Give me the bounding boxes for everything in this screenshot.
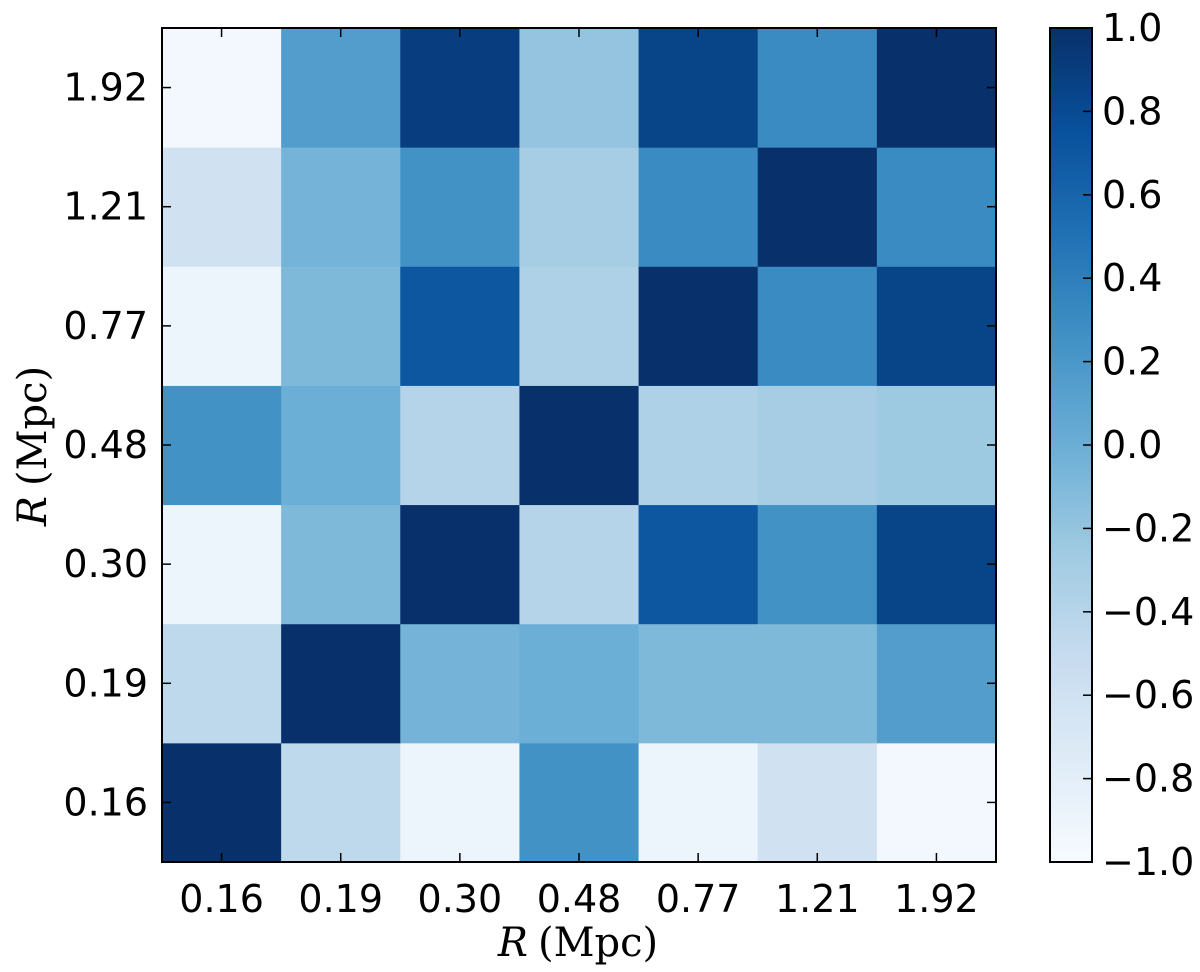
heatmap-cell <box>876 504 997 625</box>
x-axis-label-symbol: R <box>497 920 528 966</box>
y-tick-labels: 0.16 0.19 0.30 0.48 0.77 1.21 1.92 <box>63 66 148 825</box>
x-tick-label: 0.48 <box>537 877 622 921</box>
heatmap-cell <box>400 147 520 267</box>
colorbar-tick-label: −1.0 <box>1102 840 1194 884</box>
x-tick-labels: 0.16 0.19 0.30 0.48 0.77 1.21 1.92 <box>179 877 978 921</box>
heatmap-cell <box>162 385 282 506</box>
heatmap-cell <box>281 266 401 386</box>
heatmap-cell <box>757 147 878 267</box>
heatmap-cell <box>281 28 401 148</box>
heatmap-cell <box>162 742 282 863</box>
heatmap-cell <box>400 28 520 148</box>
colorbar-ticks <box>1083 27 1092 863</box>
colorbar-tick-label: 0.6 <box>1102 173 1162 217</box>
x-tick-label: 0.30 <box>418 877 503 921</box>
heatmap-cell <box>400 742 520 863</box>
heatmap-cell <box>876 623 997 744</box>
colorbar-tick-label: 0.8 <box>1102 89 1162 133</box>
heatmap-cell <box>400 504 520 625</box>
y-tick-label: 0.77 <box>63 304 148 348</box>
heatmap-cell <box>519 147 640 267</box>
colorbar-tick-label: 0.0 <box>1102 423 1162 467</box>
heatmap-cell <box>162 147 282 267</box>
heatmap-cell <box>757 385 878 506</box>
colorbar-tick-label: −0.2 <box>1102 506 1194 550</box>
heatmap-cell <box>876 266 997 386</box>
heatmap-cell <box>757 266 878 386</box>
x-tick-label: 0.77 <box>656 877 741 921</box>
colorbar-tick-label: 0.4 <box>1102 256 1162 300</box>
colorbar-tick-label: −0.8 <box>1102 757 1194 801</box>
heatmap-cell <box>519 266 640 386</box>
heatmap-cell <box>162 266 282 386</box>
heatmap-cell <box>876 385 997 506</box>
heatmap-cell <box>757 742 878 863</box>
colorbar-tick-labels: 1.0 0.8 0.6 0.4 0.2 0.0 −0.2 −0.4 −0.6 −0.8 −1.0 <box>1102 6 1194 884</box>
heatmap-cell <box>638 623 759 744</box>
heatmap-cell <box>876 147 997 267</box>
x-tick-label: 1.21 <box>775 877 860 921</box>
y-tick-label: 0.16 <box>63 780 148 824</box>
heatmap-cell <box>638 266 759 386</box>
x-tick-label: 0.16 <box>179 877 264 921</box>
heatmap-cell <box>281 742 401 863</box>
colorbar-tick-label: 1.0 <box>1102 6 1162 50</box>
heatmap-cell <box>400 266 520 386</box>
heatmap-cell <box>281 504 401 625</box>
y-tick-label: 1.92 <box>63 66 148 110</box>
colorbar-tick-label: −0.4 <box>1102 590 1194 634</box>
heatmap-cell <box>400 385 520 506</box>
axis-ticks <box>162 28 996 862</box>
y-tick-label: 0.19 <box>63 661 148 705</box>
heatmap-cell <box>757 623 878 744</box>
x-tick-label: 0.19 <box>298 877 383 921</box>
heatmap-cell <box>638 504 759 625</box>
x-axis-label-unit: (Mpc) <box>538 920 658 966</box>
x-axis-label: R (Mpc) <box>497 920 658 966</box>
y-tick-label: 0.30 <box>63 542 148 586</box>
heatmap-cells <box>162 28 997 863</box>
heatmap-cell <box>757 504 878 625</box>
heatmap-cell <box>162 623 282 744</box>
colorbar-tick-label: −0.6 <box>1102 673 1194 717</box>
heatmap-cell <box>281 623 401 744</box>
heatmap-cell <box>162 504 282 625</box>
y-axis-label-symbol: R <box>10 496 56 527</box>
heatmap-cell <box>519 28 640 148</box>
heatmap-cell <box>519 742 640 863</box>
heatmap-cell <box>519 385 640 506</box>
y-axis-label-unit: (Mpc) <box>10 366 56 486</box>
y-tick-label: 1.21 <box>63 185 148 229</box>
heatmap-cell <box>757 28 878 148</box>
heatmap-cell <box>638 742 759 863</box>
colorbar-tick-label: 0.2 <box>1102 340 1162 384</box>
y-axis-label: R (Mpc) <box>10 366 56 527</box>
heatmap-cell <box>162 28 282 148</box>
heatmap-cell <box>400 623 520 744</box>
heatmap-cell <box>281 385 401 506</box>
colorbar <box>1049 27 1093 863</box>
heatmap-cell <box>876 742 997 863</box>
heatmap-cell <box>281 147 401 267</box>
heatmap-cell <box>638 147 759 267</box>
heatmap-cell <box>876 28 997 148</box>
x-tick-label: 1.92 <box>894 877 979 921</box>
heatmap-cell <box>519 623 640 744</box>
heatmap-cell <box>638 28 759 148</box>
heatmap-cell <box>638 385 759 506</box>
y-tick-label: 0.48 <box>63 423 148 467</box>
heatmap-cell <box>519 504 640 625</box>
